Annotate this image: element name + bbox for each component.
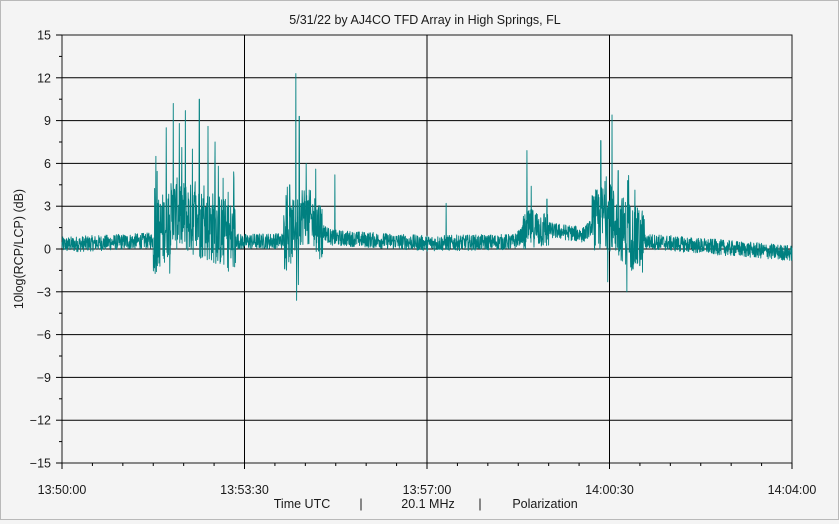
series-line-polarization [61,73,793,301]
y-tick-label: 0 [44,243,51,257]
x-tick-label: 13:53:30 [220,483,269,497]
x-tick-label: 13:57:00 [403,483,452,497]
chart-title: 5/31/22 by AJ4CO TFD Array in High Sprin… [289,13,560,27]
y-tick-label: 6 [44,157,51,171]
y-tick-label: 15 [37,29,51,43]
x-tick-label: 14:00:30 [585,483,634,497]
y-tick-label: 9 [44,114,51,128]
y-tick-label: −3 [37,285,51,299]
grid-lines [62,35,792,463]
x-axis-label: Time UTC | 20.1 MHz | Polarization [274,497,578,511]
y-tick-label: −12 [30,414,51,428]
y-tick-label: 3 [44,200,51,214]
x-tick-label: 13:50:00 [38,483,87,497]
x-axis-label-part: | [478,497,481,511]
y-tick-label: 12 [37,71,51,85]
x-axis-label-part: 20.1 MHz [401,497,455,511]
x-tick-label: 14:04:00 [768,483,817,497]
x-axis: 13:50:00 13:53:30 13:57:00 14:00:30 14:04:00 [38,463,817,497]
x-axis-label-part: Time UTC [274,497,330,511]
y-axis: 15 12 9 6 3 0 −3 −6 −9 −12 −15 [30,29,62,471]
y-tick-label: −6 [37,328,51,342]
y-axis-label: 10log(RCP/LCP) (dB) [12,189,26,309]
series-group [61,73,793,301]
y-tick-label: −9 [37,371,51,385]
y-tick-label: −15 [30,457,51,471]
x-axis-label-part: Polarization [512,497,577,511]
x-axis-label-part: | [359,497,362,511]
